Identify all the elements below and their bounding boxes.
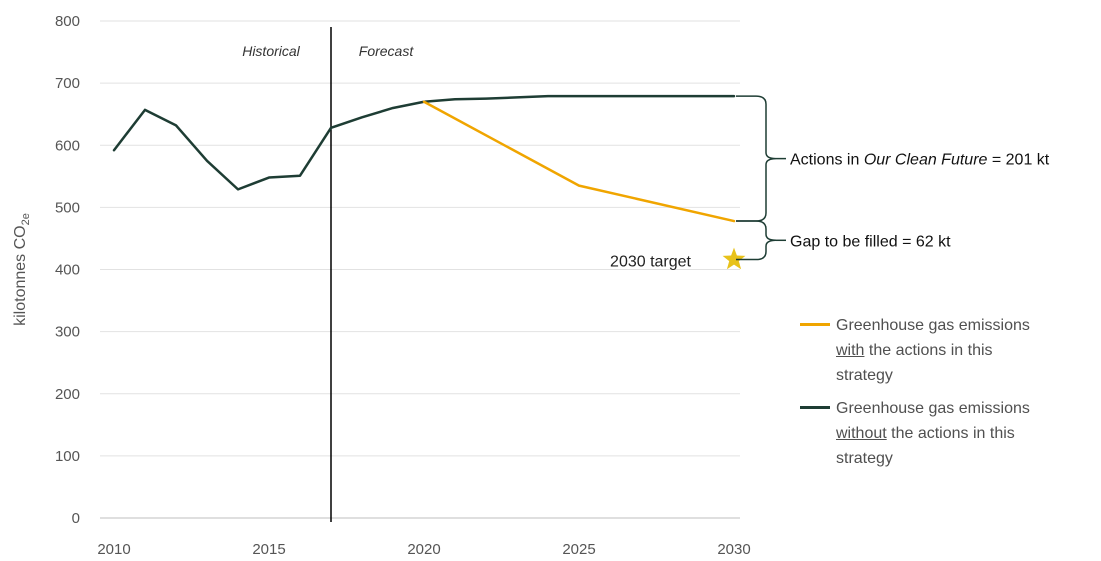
annotation-actions-part-1: Our Clean Future: [864, 152, 988, 169]
x-tick-2015: 2015: [252, 541, 285, 558]
y-axis-title-main: kilotonnes CO: [12, 225, 29, 326]
y-tick-300: 300: [55, 324, 80, 341]
legend-without-line2: the actions in this: [887, 425, 1015, 442]
legend-item-with: Greenhouse gas emissions with the action…: [800, 313, 1090, 388]
y-tick-700: 700: [55, 75, 80, 92]
legend-label-without: Greenhouse gas emissions without the act…: [836, 396, 1090, 471]
brace-annotations: Actions in Our Clean Future = 201 kt Gap …: [736, 96, 1050, 259]
legend-without-underlined: without: [836, 425, 887, 442]
region-label-historical: Historical: [242, 43, 300, 59]
y-tick-800: 800: [55, 13, 80, 30]
legend-with-line3: strategy: [836, 367, 893, 384]
legend-item-without: Greenhouse gas emissions without the act…: [800, 396, 1090, 471]
target-marker: 2030 target: [610, 248, 745, 271]
y-axis-title-subscript: 2e: [20, 213, 32, 225]
legend-swatch-without: [800, 406, 830, 409]
x-tick-2020: 2020: [407, 541, 440, 558]
legend-without-line3: strategy: [836, 450, 893, 467]
series-line-without: [114, 96, 734, 189]
y-axis-ticks: 0 100 200 300 400 500 600 700 800: [55, 13, 80, 527]
series-lines: [114, 96, 734, 221]
y-tick-100: 100: [55, 448, 80, 465]
y-tick-400: 400: [55, 262, 80, 279]
annotation-actions-part-0: Actions in: [790, 152, 864, 169]
x-tick-2025: 2025: [562, 541, 595, 558]
region-label-forecast: Forecast: [359, 43, 415, 59]
y-tick-500: 500: [55, 199, 80, 216]
target-star-icon: [723, 248, 746, 270]
x-axis-ticks: 2010 2015 2020 2025 2030: [97, 541, 750, 558]
y-axis-title: kilotonnes CO2e: [12, 213, 32, 326]
y-tick-600: 600: [55, 137, 80, 154]
legend-without-line1: Greenhouse gas emissions: [836, 400, 1030, 417]
series-line-with: [424, 102, 734, 221]
y-tick-200: 200: [55, 386, 80, 403]
x-tick-2010: 2010: [97, 541, 130, 558]
legend-swatch-with: [800, 323, 830, 326]
annotation-actions: Actions in Our Clean Future = 201 kt: [790, 152, 1050, 169]
brace-gap: [736, 221, 776, 260]
legend-label-with: Greenhouse gas emissions with the action…: [836, 313, 1090, 388]
brace-actions: [736, 96, 776, 221]
legend-with-line2: the actions in this: [864, 342, 992, 359]
x-tick-2030: 2030: [717, 541, 750, 558]
y-tick-0: 0: [72, 510, 80, 527]
target-label: 2030 target: [610, 254, 692, 271]
annotation-gap: Gap to be filled = 62 kt: [790, 233, 951, 250]
annotation-actions-part-2: = 201 kt: [987, 152, 1049, 169]
legend-with-line1: Greenhouse gas emissions: [836, 317, 1030, 334]
legend-with-underlined: with: [836, 342, 864, 359]
annotation-gap-part-0: Gap to be filled = 62 kt: [790, 233, 951, 250]
legend: Greenhouse gas emissions with the action…: [800, 313, 1090, 479]
